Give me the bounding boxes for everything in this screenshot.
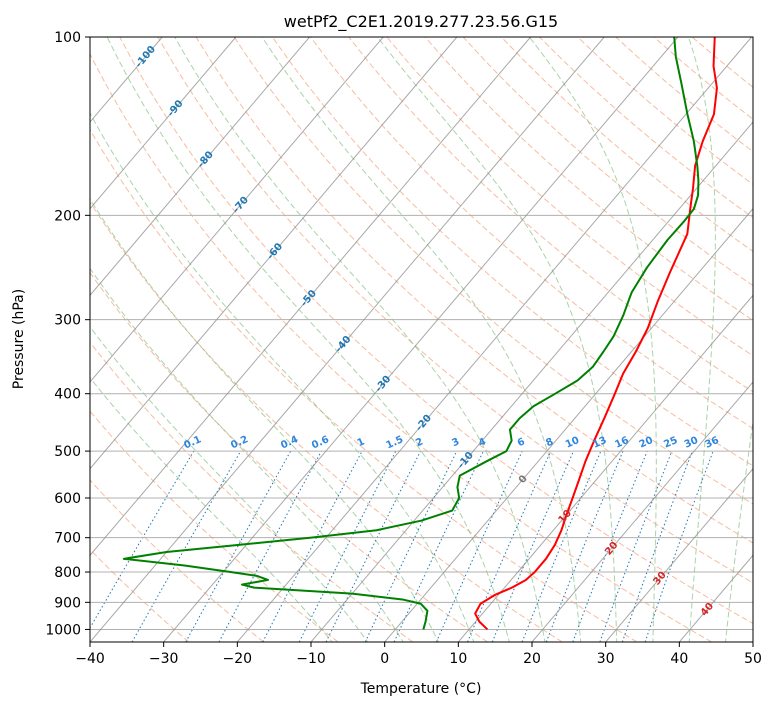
dewpoint-profile-line [122, 37, 700, 630]
y-tick-label: 700 [54, 531, 81, 547]
mixing-ratio-label: 30 [683, 435, 700, 451]
dry-adiabat [157, 37, 753, 584]
y-tick-label: 400 [54, 387, 81, 403]
x-tick-label: −10 [296, 651, 326, 667]
x-tick-label: −20 [223, 651, 253, 667]
mixing-ratio-line [185, 450, 292, 642]
mixing-ratio-line [545, 450, 624, 642]
y-tick-label: 900 [54, 595, 81, 611]
mixing-ratio-line [298, 450, 397, 642]
skewed-isotherm [236, 37, 752, 642]
x-axis-title: Temperature (°C) [360, 681, 482, 697]
moist-adiabat [261, 37, 582, 642]
x-tick-label: 30 [597, 651, 615, 667]
skewed-isotherm [310, 121, 753, 642]
x-tick-label: 50 [744, 651, 762, 667]
mixing-ratio-label: 10 [564, 435, 581, 451]
mixing-ratio-line [621, 450, 693, 642]
mixing-ratio-line [644, 450, 714, 642]
dry-adiabat [90, 271, 488, 642]
y-tick-label: 200 [54, 208, 81, 224]
background-lines [90, 37, 753, 642]
temperature-profile-line [474, 37, 718, 631]
dry-adiabat [119, 37, 753, 625]
moist-adiabat [688, 37, 716, 642]
y-tick-label: 600 [54, 491, 81, 507]
mixing-ratio-label: 4 [477, 436, 488, 449]
skewed-isotherm [90, 37, 605, 642]
plot-area: -100-90-80-70-60-50-40-30-20-10010203040… [90, 37, 753, 642]
x-axis: −40 −30 −20 −10 0 10 20 30 40 50 [75, 642, 762, 667]
dry-adiabat [90, 128, 638, 642]
x-tick-label: 10 [449, 651, 467, 667]
mixing-ratio-label: 25 [662, 435, 679, 451]
dry-adiabat [90, 52, 712, 642]
y-tick-label: 1000 [45, 622, 81, 638]
x-tick-label: 40 [670, 651, 688, 667]
y-tick-label: 100 [54, 30, 81, 46]
mixing-ratio-label: 3 [450, 436, 461, 449]
skewed-isotherm [457, 294, 753, 642]
mixing-ratio-label: 2 [414, 436, 425, 449]
mixing-ratio-label: 36 [704, 435, 721, 451]
dry-adiabat [90, 201, 563, 642]
x-tick-label: 20 [523, 651, 541, 667]
y-axis: 100 200 300 400 500 600 700 800 900 1000 [45, 30, 90, 638]
dry-adiabat [424, 37, 753, 321]
y-tick-label: 300 [54, 313, 81, 329]
x-tick-label: 0 [380, 651, 389, 667]
chart-title: wetPf2_C2E1.2019.277.23.56.G15 [284, 12, 558, 32]
x-tick-label: −30 [149, 651, 179, 667]
mixing-ratio-line [467, 450, 552, 642]
mixing-ratio-line [599, 450, 673, 642]
dry-adiabat [90, 548, 190, 642]
skewed-isotherm [605, 467, 753, 642]
mixing-ratio-line [521, 450, 602, 642]
skewed-isotherm [90, 37, 531, 557]
mixing-ratio-label: 8 [544, 436, 555, 449]
x-tick-label: −40 [75, 651, 105, 667]
moist-adiabat [106, 37, 510, 642]
skewed-isotherm [90, 37, 458, 470]
dry-adiabat [90, 410, 339, 642]
plot-frame [89, 36, 754, 643]
mixing-ratio-line [325, 450, 422, 642]
y-tick-label: 500 [54, 444, 81, 460]
skewed-isotherm [163, 37, 679, 642]
mixing-ratio-label: 13 [591, 435, 608, 451]
skewed-isotherm [531, 381, 753, 642]
y-axis-title: Pressure (hPa) [11, 289, 27, 389]
mixing-ratio-line [218, 450, 322, 642]
mixing-ratio-label: 6 [516, 436, 527, 449]
dry-adiabat [386, 37, 753, 357]
moist-adiabat [377, 37, 618, 642]
dry-adiabat [90, 479, 264, 642]
skewed-isotherm [90, 37, 384, 383]
mixing-ratio-line [572, 450, 648, 642]
series-layer [122, 37, 718, 631]
dry-adiabat [310, 37, 753, 430]
skewed-isotherm [90, 37, 237, 210]
dry-adiabat [233, 37, 753, 505]
y-tick-label: 800 [54, 565, 81, 581]
mixing-ratio-label: 1 [356, 436, 367, 449]
skewed-isotherm [90, 37, 310, 297]
mixing-ratio-label: 20 [638, 435, 655, 451]
moist-adiabat [725, 418, 753, 642]
mixing-ratio-line [435, 450, 523, 642]
mixing-ratio-label: 16 [613, 435, 630, 451]
moist-adiabat [528, 37, 657, 642]
